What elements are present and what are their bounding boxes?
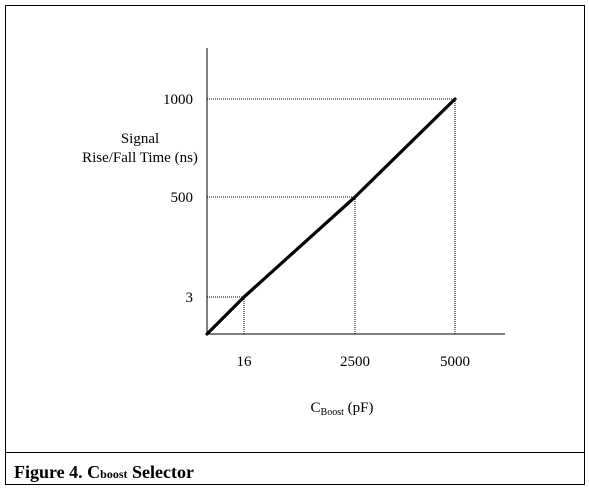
y-axis-label: Signal Rise/Fall Time (ns) — [60, 130, 220, 168]
x-tick-label-2: 5000 — [440, 354, 470, 370]
caption-prefix: Figure 4. C — [14, 462, 101, 482]
figure-frame — [5, 5, 585, 485]
x-tick-label-1: 2500 — [340, 354, 370, 370]
y-tick-label-0: 3 — [186, 290, 194, 306]
y-tick-label-1: 500 — [171, 190, 194, 206]
series-line-0 — [205, 97, 457, 336]
figure-caption: Figure 4. Cboost Selector — [6, 452, 584, 485]
x-axis-label-main: C — [311, 400, 321, 416]
y-axis-label-line-2: Rise/Fall Time (ns) — [82, 150, 198, 166]
caption-subscript: boost — [100, 467, 128, 481]
x-tick-label-0: 16 — [237, 354, 253, 370]
x-axis-label-subscript: Boost — [321, 407, 345, 418]
x-axis-label: CBoost (pF) — [311, 400, 374, 418]
series-group — [205, 97, 457, 336]
x-axis-label-unit: (pF) — [344, 400, 374, 416]
y-axis-label-line-1: Signal — [120, 131, 160, 147]
y-tick-label-2: 1000 — [163, 92, 193, 108]
guide-lines — [207, 98, 456, 334]
tick-labels: 3 500 1000 16 2500 5000 — [163, 92, 470, 370]
caption-suffix: Selector — [127, 462, 194, 482]
